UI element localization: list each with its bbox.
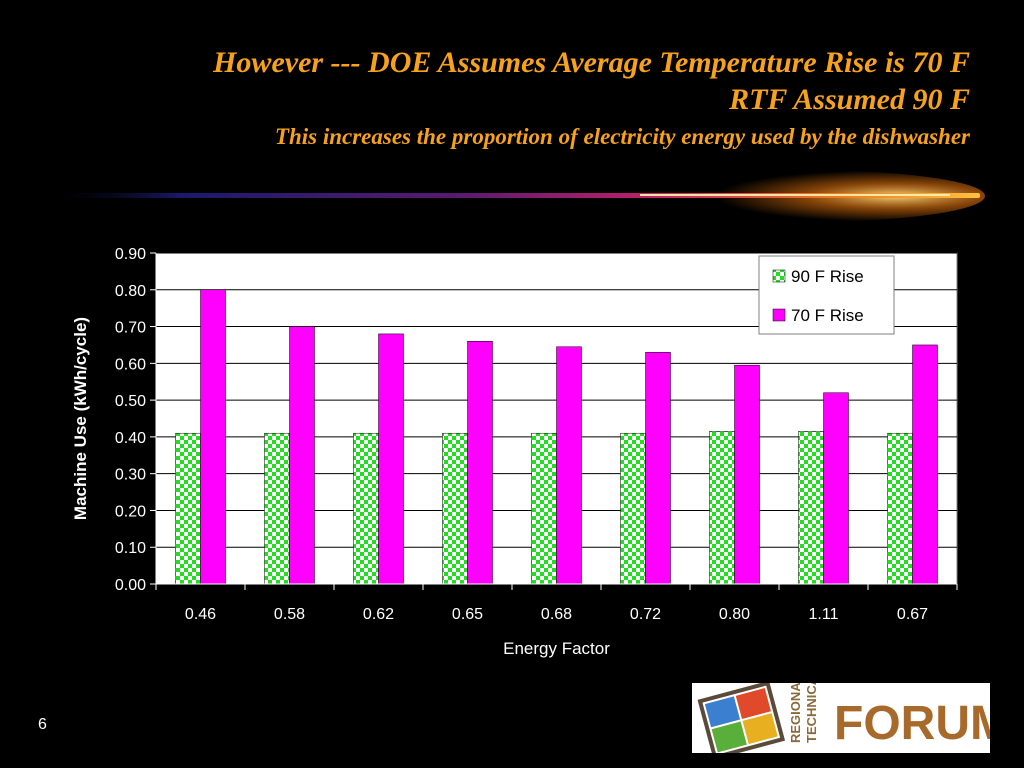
bar-series2 bbox=[289, 326, 315, 585]
x-tick-label: 0.62 bbox=[363, 606, 394, 623]
forum-logo: REGIONAL TECHNICAL FORUM bbox=[692, 668, 1010, 760]
bar-series2 bbox=[200, 289, 226, 585]
axis-labels: 0.00 0.10 0.20 0.30 0.40 0.50 0.60 0.70 0.80 0.90… bbox=[71, 246, 928, 658]
x-tick-label: 0.46 bbox=[185, 606, 216, 623]
bar-series1 bbox=[887, 432, 913, 585]
bar-series2 bbox=[467, 341, 493, 585]
bar-series2 bbox=[645, 352, 671, 585]
y-axis-title: Machine Use (kWh/cycle) bbox=[71, 317, 90, 520]
legend-swatch bbox=[772, 269, 786, 283]
bars bbox=[175, 289, 938, 585]
slide-subtitle: This increases the proportion of electri… bbox=[274, 124, 970, 149]
legend-swatch bbox=[772, 308, 786, 322]
axes bbox=[150, 252, 958, 590]
bar-series1 bbox=[353, 432, 379, 585]
y-tick-label: 0.20 bbox=[115, 503, 146, 520]
svg-text:FORUM: FORUM bbox=[834, 697, 990, 750]
x-tick-label: 0.65 bbox=[452, 606, 483, 623]
y-tick-label: 0.80 bbox=[115, 283, 146, 300]
bar-series1 bbox=[264, 432, 290, 585]
bar-series1 bbox=[442, 432, 468, 585]
y-tick-label: 0.90 bbox=[115, 246, 146, 263]
x-tick-label: 0.67 bbox=[897, 606, 928, 623]
legend: 90 F Rise 70 F Rise bbox=[758, 255, 895, 335]
y-tick-label: 0.50 bbox=[115, 393, 146, 410]
legend-label: 70 F Rise bbox=[791, 306, 864, 325]
svg-text:REGIONAL: REGIONAL bbox=[788, 683, 803, 743]
bar-series2 bbox=[912, 344, 938, 585]
x-tick-label: 0.72 bbox=[630, 606, 661, 623]
svg-text:TECHNICAL: TECHNICAL bbox=[804, 683, 819, 743]
page-number: 6 bbox=[38, 716, 47, 733]
y-tick-label: 0.60 bbox=[115, 356, 146, 373]
x-tick-label: 0.58 bbox=[274, 606, 305, 623]
y-tick-label: 0.00 bbox=[115, 577, 146, 594]
x-tick-label: 0.68 bbox=[541, 606, 572, 623]
slide-title-line2: RTF Assumed 90 F bbox=[729, 83, 970, 116]
bar-series1 bbox=[531, 432, 557, 585]
y-tick-label: 0.70 bbox=[115, 320, 146, 337]
x-tick-label: 0.80 bbox=[719, 606, 750, 623]
x-tick-label: 1.11 bbox=[809, 606, 839, 623]
bar-series2 bbox=[378, 333, 404, 585]
bar-series1 bbox=[620, 432, 646, 585]
slide-title-block: However --- DOE Assumes Average Temperat… bbox=[50, 44, 970, 152]
y-tick-label: 0.40 bbox=[115, 430, 146, 447]
bar-series2 bbox=[556, 346, 582, 585]
y-tick-label: 0.30 bbox=[115, 467, 146, 484]
bar-series2 bbox=[734, 364, 760, 585]
y-tick-label: 0.10 bbox=[115, 540, 146, 557]
decorative-streak bbox=[40, 170, 985, 222]
x-axis-title: Energy Factor bbox=[503, 639, 610, 658]
bar-series1 bbox=[175, 432, 201, 585]
slide-title: However --- DOE Assumes Average Temperat… bbox=[213, 46, 970, 79]
legend-label: 90 F Rise bbox=[791, 267, 864, 286]
bar-series1 bbox=[709, 431, 735, 585]
bar-series2 bbox=[823, 392, 849, 585]
bar-series1 bbox=[798, 431, 824, 585]
logo-graphic: REGIONAL TECHNICAL FORUM bbox=[697, 668, 1010, 760]
